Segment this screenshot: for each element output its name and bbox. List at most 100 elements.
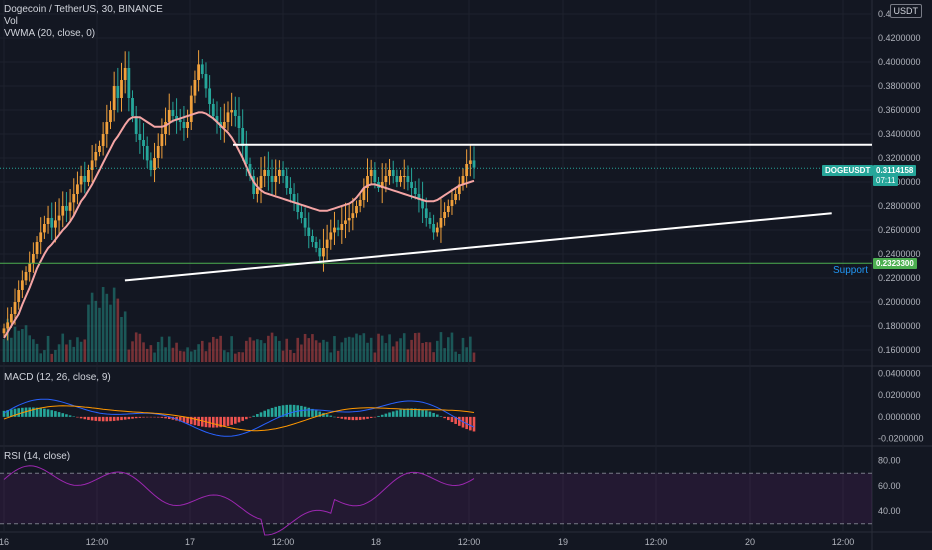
macd-histogram-bar (10, 409, 13, 417)
macd-histogram-bar (311, 408, 314, 417)
candle-body (109, 110, 112, 122)
macd-histogram-bar (329, 415, 333, 417)
volume-bar (120, 317, 123, 362)
macd-histogram-bar (454, 416, 457, 424)
time-axis-tick: 20 (745, 537, 755, 547)
macd-histogram-bar (234, 416, 237, 424)
time-axis-tick: 19 (558, 537, 568, 547)
volume-bar (153, 352, 156, 362)
candle-body (300, 212, 303, 218)
time-axis-tick: 12:00 (645, 537, 668, 547)
candle-body (457, 184, 461, 194)
candle-body (101, 134, 105, 146)
candle-body (351, 213, 355, 218)
volume-bar (256, 339, 259, 362)
currency-selector[interactable]: USDT (889, 4, 922, 18)
macd-histogram-bar (439, 416, 443, 417)
macd-histogram-bar (68, 415, 72, 417)
volume-bar (450, 332, 454, 362)
macd-histogram-bar (252, 415, 255, 417)
macd-axis-tick: 0.0400000 (878, 368, 921, 378)
macd-histogram-bar (43, 408, 46, 417)
candle-body (138, 134, 142, 140)
candle-body (362, 188, 366, 200)
macd-histogram-bar (105, 416, 109, 422)
candle-body (373, 170, 377, 182)
candle-body (244, 146, 248, 164)
macd-histogram-bar (219, 416, 222, 428)
volume-bar (307, 338, 311, 362)
volume-bar (446, 337, 450, 362)
macd-histogram-bar (421, 409, 424, 417)
candle-body (142, 140, 145, 146)
macd-histogram-bar (83, 416, 87, 420)
macd-histogram-bar (109, 416, 112, 422)
support-label: Support (833, 265, 869, 276)
macd-histogram-bar (182, 416, 186, 423)
candle-body (369, 170, 373, 176)
candle-body (384, 176, 388, 182)
candle-body (266, 170, 270, 176)
candle-body (443, 212, 447, 218)
volume-bar (355, 333, 358, 362)
macd-histogram-bar (61, 413, 65, 417)
macd-histogram-bar (149, 416, 153, 418)
candle-body (281, 170, 285, 176)
macd-histogram-bar (46, 409, 50, 417)
volume-bar (164, 347, 167, 362)
candle-body (432, 224, 436, 233)
candle-body (358, 200, 362, 206)
macd-histogram-bar (274, 406, 278, 417)
volume-bar (263, 343, 267, 362)
candle-body (65, 206, 68, 211)
volume-bar (215, 338, 219, 362)
candle-body (289, 188, 292, 194)
macd-histogram-bar (189, 416, 193, 425)
volume-bar (469, 336, 472, 362)
macd-histogram-bar (79, 416, 83, 419)
candle-body (263, 170, 267, 176)
vwma-legend: VWMA (20, close, 0) (4, 28, 96, 39)
candle-body (17, 290, 21, 302)
candle-body (366, 176, 369, 188)
macd-histogram-bar (289, 404, 292, 417)
candle-body (204, 74, 208, 89)
candle-body (149, 160, 153, 170)
macd-histogram-bar (230, 416, 233, 425)
volume-bar (156, 341, 160, 362)
support-price-tag: 0.2323300 (873, 258, 917, 269)
volume-bar (380, 335, 384, 362)
volume-bar (28, 335, 32, 362)
candle-body (68, 202, 72, 211)
macd-histogram-bar (417, 408, 421, 417)
macd-histogram-bar (17, 408, 20, 417)
candle-body (237, 116, 241, 128)
volume-bar (300, 344, 303, 362)
macd-histogram-bar (314, 410, 318, 417)
candle-body (189, 95, 193, 122)
volume-bar (197, 344, 200, 362)
volume-bar (61, 333, 65, 362)
macd-histogram-bar (131, 416, 134, 419)
macd-histogram-bar (369, 416, 373, 418)
macd-axis-tick: 0.0200000 (878, 390, 921, 400)
rsi-line (3, 465, 475, 536)
volume-legend: Vol (4, 16, 18, 27)
volume-bar (131, 341, 134, 362)
macd-histogram-bar (54, 411, 57, 417)
candle-body (439, 218, 443, 228)
last-price-tag: 0.3114158 (873, 165, 917, 176)
volume-bar (79, 341, 83, 362)
volume-bar (391, 346, 395, 362)
candle-body (182, 122, 186, 128)
macd-histogram-bar (435, 414, 439, 417)
macd-histogram-bar (395, 410, 399, 417)
macd-histogram-bar (153, 416, 156, 418)
volume-bar (428, 342, 432, 362)
macd-histogram-bar (120, 416, 123, 421)
volume-bar (35, 343, 39, 362)
candle-body (131, 98, 134, 116)
candle-body (200, 64, 204, 74)
time-axis-tick: 12:00 (272, 537, 295, 547)
